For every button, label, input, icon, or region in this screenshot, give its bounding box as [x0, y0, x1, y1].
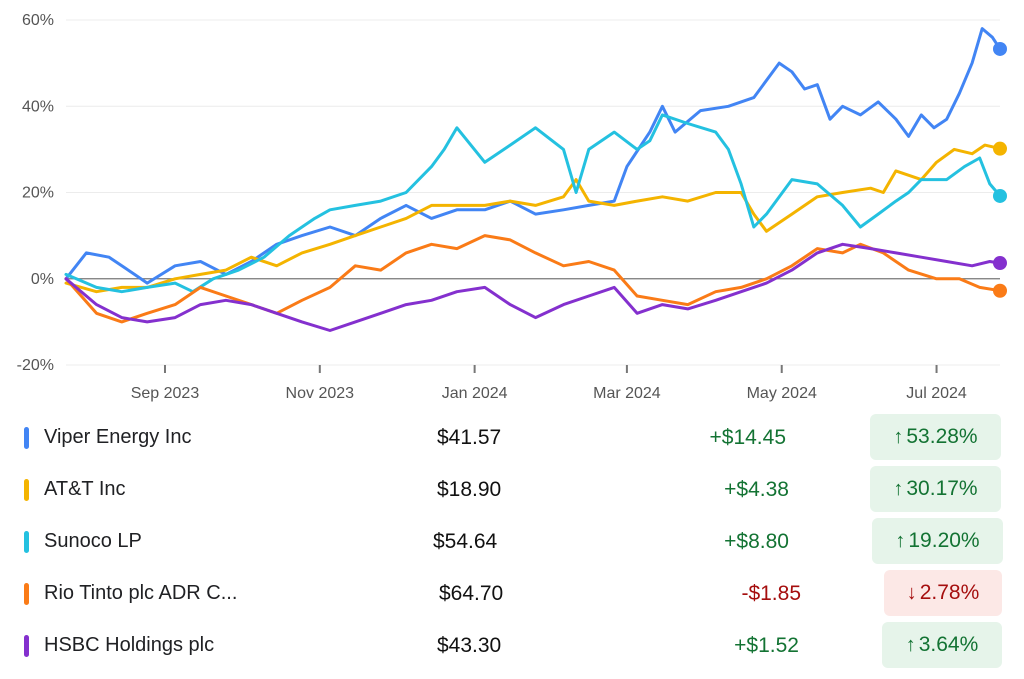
legend-row-viper[interactable]: Viper Energy Inc $41.57 +$14.45 ↑ 53.28% — [0, 412, 1024, 462]
y-tick-label: 40% — [22, 98, 54, 115]
x-tick-label: Mar 2024 — [593, 385, 661, 402]
stock-price: $18.90 — [437, 478, 502, 501]
stock-change: +$4.38 — [724, 478, 789, 501]
stock-change: +$1.52 — [734, 634, 799, 657]
arrow-up-icon: ↑ — [893, 477, 904, 500]
percent-change: 30.17% — [906, 477, 978, 500]
y-axis: 60% 40% 20% 0% -20% — [17, 12, 54, 374]
stock-name: Sunoco LP — [44, 530, 142, 552]
arrow-up-icon: ↑ — [905, 633, 916, 656]
series-endpoint-3 — [993, 283, 1007, 298]
stock-change: -$1.85 — [741, 582, 801, 605]
legend-row-hsbc[interactable]: HSBC Holdings plc $43.30 +$1.52 ↑ 3.64% — [0, 620, 1024, 670]
percent-badge: ↑ 53.28% — [870, 414, 1001, 460]
legend-row-riotinto[interactable]: Rio Tinto plc ADR C... $64.70 -$1.85 ↓ 2.… — [0, 568, 1024, 618]
percent-change: 3.64% — [918, 633, 979, 656]
chart-grid — [66, 19, 1000, 366]
stock-name: Rio Tinto plc ADR C... — [44, 582, 238, 604]
x-tick-label: Nov 2023 — [286, 385, 355, 402]
y-tick-label: -20% — [17, 357, 54, 374]
arrow-up-icon: ↑ — [893, 425, 904, 448]
stock-name: Viper Energy Inc — [44, 426, 192, 448]
stock-price: $64.70 — [439, 582, 504, 605]
series-color-swatch — [24, 531, 29, 553]
x-tick-label: Jan 2024 — [442, 385, 508, 402]
series-color-swatch — [24, 583, 29, 605]
stock-price: $54.64 — [433, 530, 498, 553]
percent-badge: ↑ 30.17% — [870, 466, 1001, 512]
legend-row-att[interactable]: AT&T Inc $18.90 +$4.38 ↑ 30.17% — [0, 464, 1024, 514]
stock-change: +$14.45 — [709, 426, 787, 449]
stock-price: $43.30 — [437, 634, 502, 657]
series-endpoints — [993, 41, 1007, 298]
series-line-2 — [64, 113, 1002, 294]
series-endpoint-2 — [993, 188, 1007, 203]
series-endpoint-4 — [993, 256, 1007, 271]
line-chart: 60% 40% 20% 0% -20% Sep 2023 Nov 2023 Jan 2024… — [17, 12, 1007, 402]
x-tick-label: Jul 2024 — [906, 385, 967, 402]
arrow-up-icon: ↑ — [895, 529, 906, 552]
percent-change: 2.78% — [919, 581, 980, 604]
percent-badge: ↓ 2.78% — [884, 570, 1002, 616]
y-tick-label: 60% — [22, 12, 54, 29]
x-tick-label: May 2024 — [747, 385, 817, 402]
stock-name: AT&T Inc — [44, 478, 126, 500]
y-tick-label: 0% — [31, 271, 54, 288]
percent-change: 19.20% — [908, 529, 980, 552]
series-endpoint-0 — [993, 41, 1007, 56]
x-tick-label: Sep 2023 — [131, 385, 200, 402]
y-tick-label: 20% — [22, 185, 54, 202]
series-color-swatch — [24, 427, 29, 449]
arrow-down-icon: ↓ — [906, 581, 917, 604]
legend-row-sunoco[interactable]: Sunoco LP $54.64 +$8.80 ↑ 19.20% — [0, 516, 1024, 566]
series-endpoint-1 — [993, 141, 1007, 156]
chart-series — [64, 27, 1002, 332]
x-axis: Sep 2023 Nov 2023 Jan 2024 Mar 2024 May 2024… — [131, 365, 967, 402]
stock-change: +$8.80 — [724, 530, 789, 553]
percent-badge: ↑ 3.64% — [882, 622, 1002, 668]
series-line-4 — [64, 242, 1002, 332]
series-line-1 — [64, 143, 1002, 294]
series-color-swatch — [24, 479, 29, 501]
series-color-swatch — [24, 635, 29, 657]
percent-change: 53.28% — [906, 425, 978, 448]
stock-price: $41.57 — [437, 426, 502, 449]
percent-badge: ↑ 19.20% — [872, 518, 1003, 564]
stock-name: HSBC Holdings plc — [44, 634, 215, 656]
